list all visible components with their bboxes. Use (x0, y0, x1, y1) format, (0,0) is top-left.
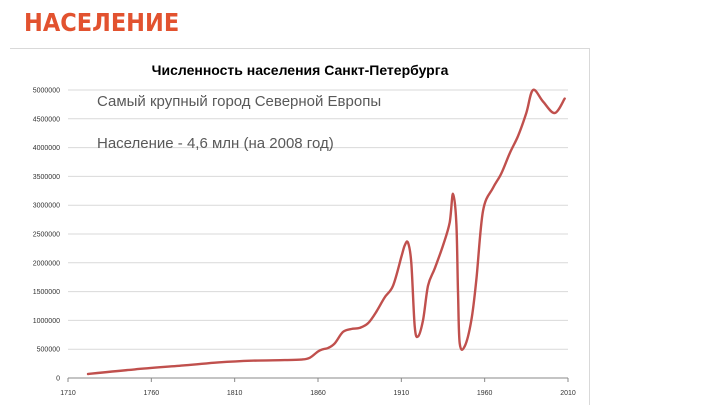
y-tick-label: 1000000 (33, 318, 60, 325)
x-tick-label: 1860 (310, 390, 326, 397)
y-tick-label: 4000000 (33, 145, 60, 152)
y-tick-label: 2500000 (33, 232, 60, 239)
note-largest-city: Самый крупный город Северной Европы (97, 93, 382, 110)
y-tick-label: 3000000 (33, 203, 60, 210)
gridlines (68, 89, 568, 350)
chart-title: Численность населения Санкт-Петербурга (151, 62, 449, 78)
x-tick-label: 1910 (394, 390, 410, 397)
y-tick-label: 500000 (37, 347, 60, 354)
x-tick-label: 1810 (227, 390, 243, 397)
population-series-line (86, 88, 566, 376)
y-tick-label: 1500000 (33, 289, 60, 296)
chart-frame (10, 48, 590, 405)
note-population: Население - 4,6 млн (на 2008 год) (97, 135, 334, 152)
slide-title: НАСЕЛЕНИЕ (24, 8, 180, 37)
x-axis-tick-labels: 1710 1760 1810 1860 1910 1960 2010 (60, 378, 576, 397)
x-tick-label: 1760 (144, 390, 160, 397)
x-tick-label: 1710 (60, 390, 76, 397)
y-tick-label: 3500000 (33, 174, 60, 181)
y-tick-label: 5000000 (33, 88, 60, 95)
y-axis-tick-labels: 0 500000 1000000 1500000 2000000 2500000 30000… (33, 88, 60, 383)
x-tick-label: 1960 (477, 390, 493, 397)
y-tick-label: 2000000 (33, 260, 60, 267)
x-tick-label: 2010 (560, 390, 576, 397)
y-tick-label: 0 (56, 376, 60, 383)
y-tick-label: 4500000 (33, 116, 60, 123)
